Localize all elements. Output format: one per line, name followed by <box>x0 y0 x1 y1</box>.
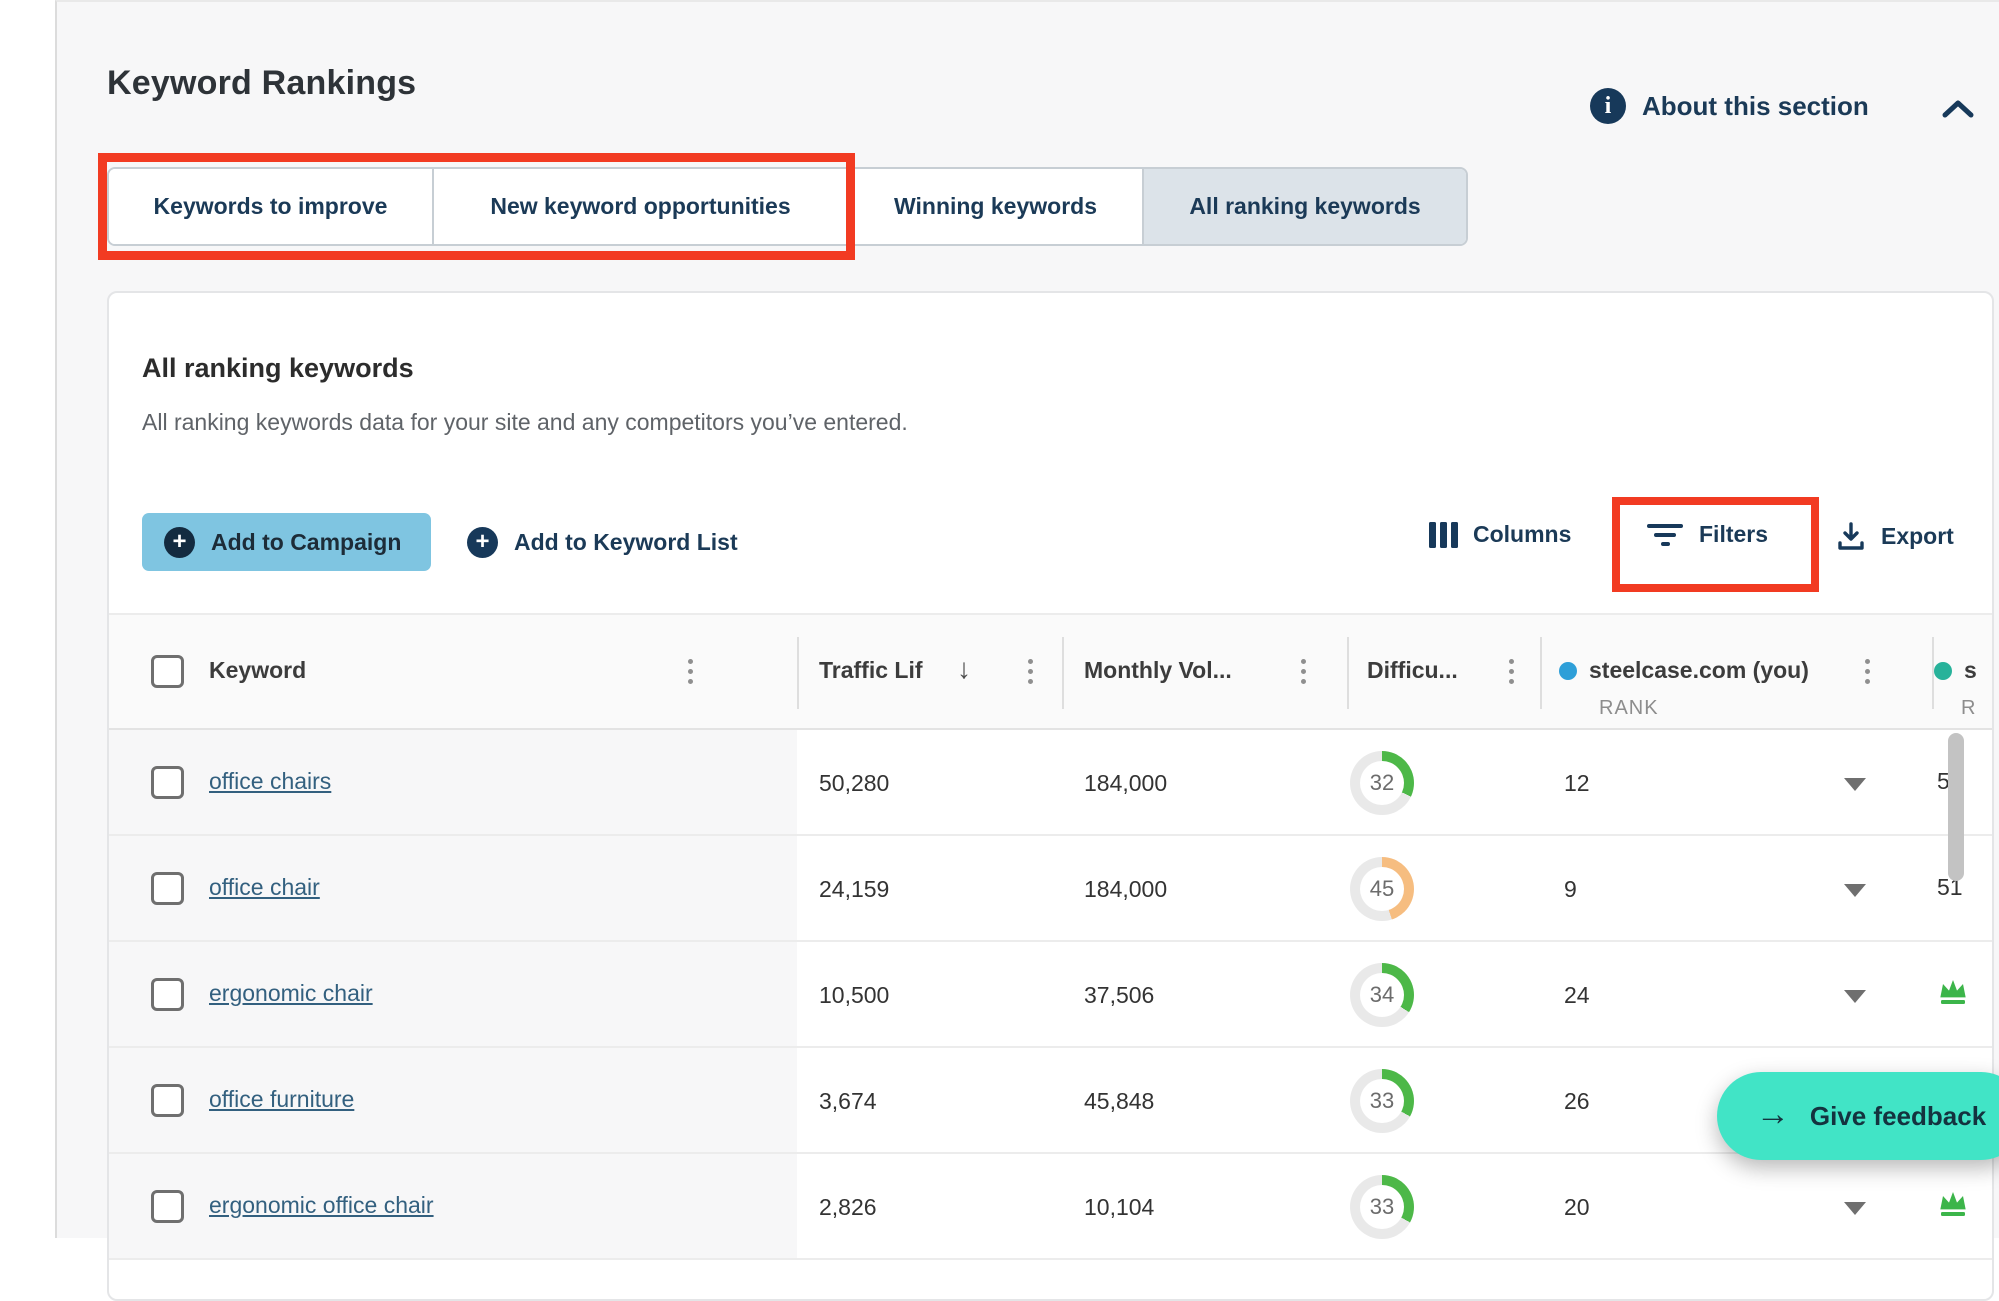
monthly-volume-value: 37,506 <box>1084 982 1154 1009</box>
table-header: Keyword Traffic Lif ↓ Monthly Vol... Dif… <box>109 613 1994 730</box>
keyword-rankings-tabs: Keywords to improveNew keyword opportuni… <box>107 167 1468 246</box>
monthly-volume-value: 184,000 <box>1084 876 1167 903</box>
column-menu-kebab[interactable] <box>1024 655 1037 688</box>
difficulty-value: 33 <box>1360 1185 1404 1229</box>
columns-icon <box>1429 522 1458 548</box>
column-header-traffic-lift[interactable]: Traffic Lif <box>819 657 923 684</box>
add-to-campaign-label: Add to Campaign <box>211 529 401 556</box>
table-row: office chair24,159184,00045951 <box>109 836 1994 942</box>
keyword-link[interactable]: ergonomic chair <box>209 980 373 1007</box>
site-color-dot <box>1559 662 1577 680</box>
row-checkbox[interactable] <box>151 978 184 1011</box>
column-menu-kebab[interactable] <box>1297 655 1310 688</box>
difficulty-donut: 45 <box>1350 857 1414 921</box>
tab-keywords-to-improve[interactable]: Keywords to improve <box>109 169 434 244</box>
chevron-up-icon[interactable] <box>1941 98 1975 120</box>
traffic-lift-value: 3,674 <box>819 1088 877 1115</box>
main-area: Keyword Rankings i About this section Ke… <box>55 0 1999 1238</box>
rank-value: 26 <box>1564 1088 1590 1115</box>
sort-descending-icon[interactable]: ↓ <box>957 653 971 685</box>
keywords-table: Keyword Traffic Lif ↓ Monthly Vol... Dif… <box>109 613 1994 1260</box>
vertical-scrollbar-thumb[interactable] <box>1948 733 1964 881</box>
difficulty-value: 45 <box>1360 867 1404 911</box>
row-checkbox[interactable] <box>151 872 184 905</box>
column-menu-kebab[interactable] <box>1505 655 1518 688</box>
keyword-link[interactable]: office chairs <box>209 768 331 795</box>
export-button[interactable]: Export <box>1836 521 1954 551</box>
give-feedback-button[interactable]: → Give feedback <box>1717 1072 1999 1160</box>
column-menu-kebab[interactable] <box>1861 655 1874 688</box>
columns-label: Columns <box>1473 521 1571 548</box>
keyword-link[interactable]: ergonomic office chair <box>209 1192 434 1219</box>
plus-icon: + <box>467 527 498 558</box>
about-this-section[interactable]: i About this section <box>1590 88 1869 124</box>
difficulty-value: 34 <box>1360 973 1404 1017</box>
columns-button[interactable]: Columns <box>1429 521 1571 548</box>
difficulty-donut: 34 <box>1350 963 1414 1027</box>
info-icon: i <box>1590 88 1626 124</box>
page-title: Keyword Rankings <box>107 64 416 103</box>
download-icon <box>1836 521 1866 551</box>
all-ranking-keywords-card: All ranking keywords All ranking keyword… <box>107 291 1994 1301</box>
difficulty-donut: 33 <box>1350 1175 1414 1239</box>
rank-dropdown-caret[interactable] <box>1844 990 1866 1003</box>
traffic-lift-value: 2,826 <box>819 1194 877 1221</box>
rank-value: 12 <box>1564 770 1590 797</box>
traffic-lift-value: 50,280 <box>819 770 889 797</box>
rank-value: 20 <box>1564 1194 1590 1221</box>
row-checkbox[interactable] <box>151 1084 184 1117</box>
traffic-lift-value: 10,500 <box>819 982 889 1009</box>
site-color-dot <box>1934 662 1952 680</box>
column-header-site2[interactable]: s <box>1934 657 1977 684</box>
column-header-monthly-volume[interactable]: Monthly Vol... <box>1084 657 1232 684</box>
give-feedback-label: Give feedback <box>1810 1101 1986 1132</box>
difficulty-value: 32 <box>1360 761 1404 805</box>
section-title: All ranking keywords <box>142 353 414 384</box>
filter-icon <box>1646 524 1684 546</box>
column-header-site1[interactable]: steelcase.com (you) <box>1559 657 1809 684</box>
column-header-keyword[interactable]: Keyword <box>209 657 306 684</box>
section-description: All ranking keywords data for your site … <box>142 409 908 436</box>
difficulty-value: 33 <box>1360 1079 1404 1123</box>
tab-all-ranking-keywords[interactable]: All ranking keywords <box>1144 169 1466 244</box>
crown-icon <box>1937 1188 1969 1225</box>
crown-icon <box>1937 976 1969 1013</box>
export-label: Export <box>1881 523 1954 550</box>
rank-value: 9 <box>1564 876 1577 903</box>
column-subheader-rank: RANK <box>1599 697 1659 720</box>
select-all-checkbox[interactable] <box>151 655 184 688</box>
rank-dropdown-caret[interactable] <box>1844 884 1866 897</box>
rank-dropdown-caret[interactable] <box>1844 1202 1866 1215</box>
tab-new-keyword-opportunities[interactable]: New keyword opportunities <box>434 169 849 244</box>
difficulty-donut: 32 <box>1350 751 1414 815</box>
table-body: office chairs50,280184,000321251office c… <box>109 730 1994 1260</box>
keyword-link[interactable]: office furniture <box>209 1086 354 1113</box>
table-row: office chairs50,280184,000321251 <box>109 730 1994 836</box>
add-to-campaign-button[interactable]: + Add to Campaign <box>142 513 431 571</box>
traffic-lift-value: 24,159 <box>819 876 889 903</box>
arrow-right-icon: → <box>1756 1097 1790 1131</box>
column-header-difficulty[interactable]: Difficu... <box>1367 657 1458 684</box>
column-subheader-rank: R <box>1961 697 1976 720</box>
keyword-link[interactable]: office chair <box>209 874 320 901</box>
add-to-keyword-list-button[interactable]: + Add to Keyword List <box>467 513 738 571</box>
filters-label: Filters <box>1699 521 1768 548</box>
difficulty-donut: 33 <box>1350 1069 1414 1133</box>
tab-winning-keywords[interactable]: Winning keywords <box>849 169 1144 244</box>
table-row: ergonomic chair 10,500 37,506 34 24 <box>109 942 1994 1048</box>
monthly-volume-value: 10,104 <box>1084 1194 1154 1221</box>
column-menu-kebab[interactable] <box>684 655 697 688</box>
plus-icon: + <box>164 527 195 558</box>
table-row: ergonomic office chair 2,826 10,104 33 20 <box>109 1154 1994 1260</box>
table-row: office furniture 3,674 45,848 33 26 <box>109 1048 1994 1154</box>
row-checkbox[interactable] <box>151 1190 184 1223</box>
monthly-volume-value: 184,000 <box>1084 770 1167 797</box>
monthly-volume-value: 45,848 <box>1084 1088 1154 1115</box>
rank-dropdown-caret[interactable] <box>1844 778 1866 791</box>
filters-button[interactable]: Filters <box>1646 521 1768 548</box>
about-label: About this section <box>1642 91 1869 122</box>
rank-value: 24 <box>1564 982 1590 1009</box>
row-checkbox[interactable] <box>151 766 184 799</box>
add-to-keyword-list-label: Add to Keyword List <box>514 529 738 556</box>
